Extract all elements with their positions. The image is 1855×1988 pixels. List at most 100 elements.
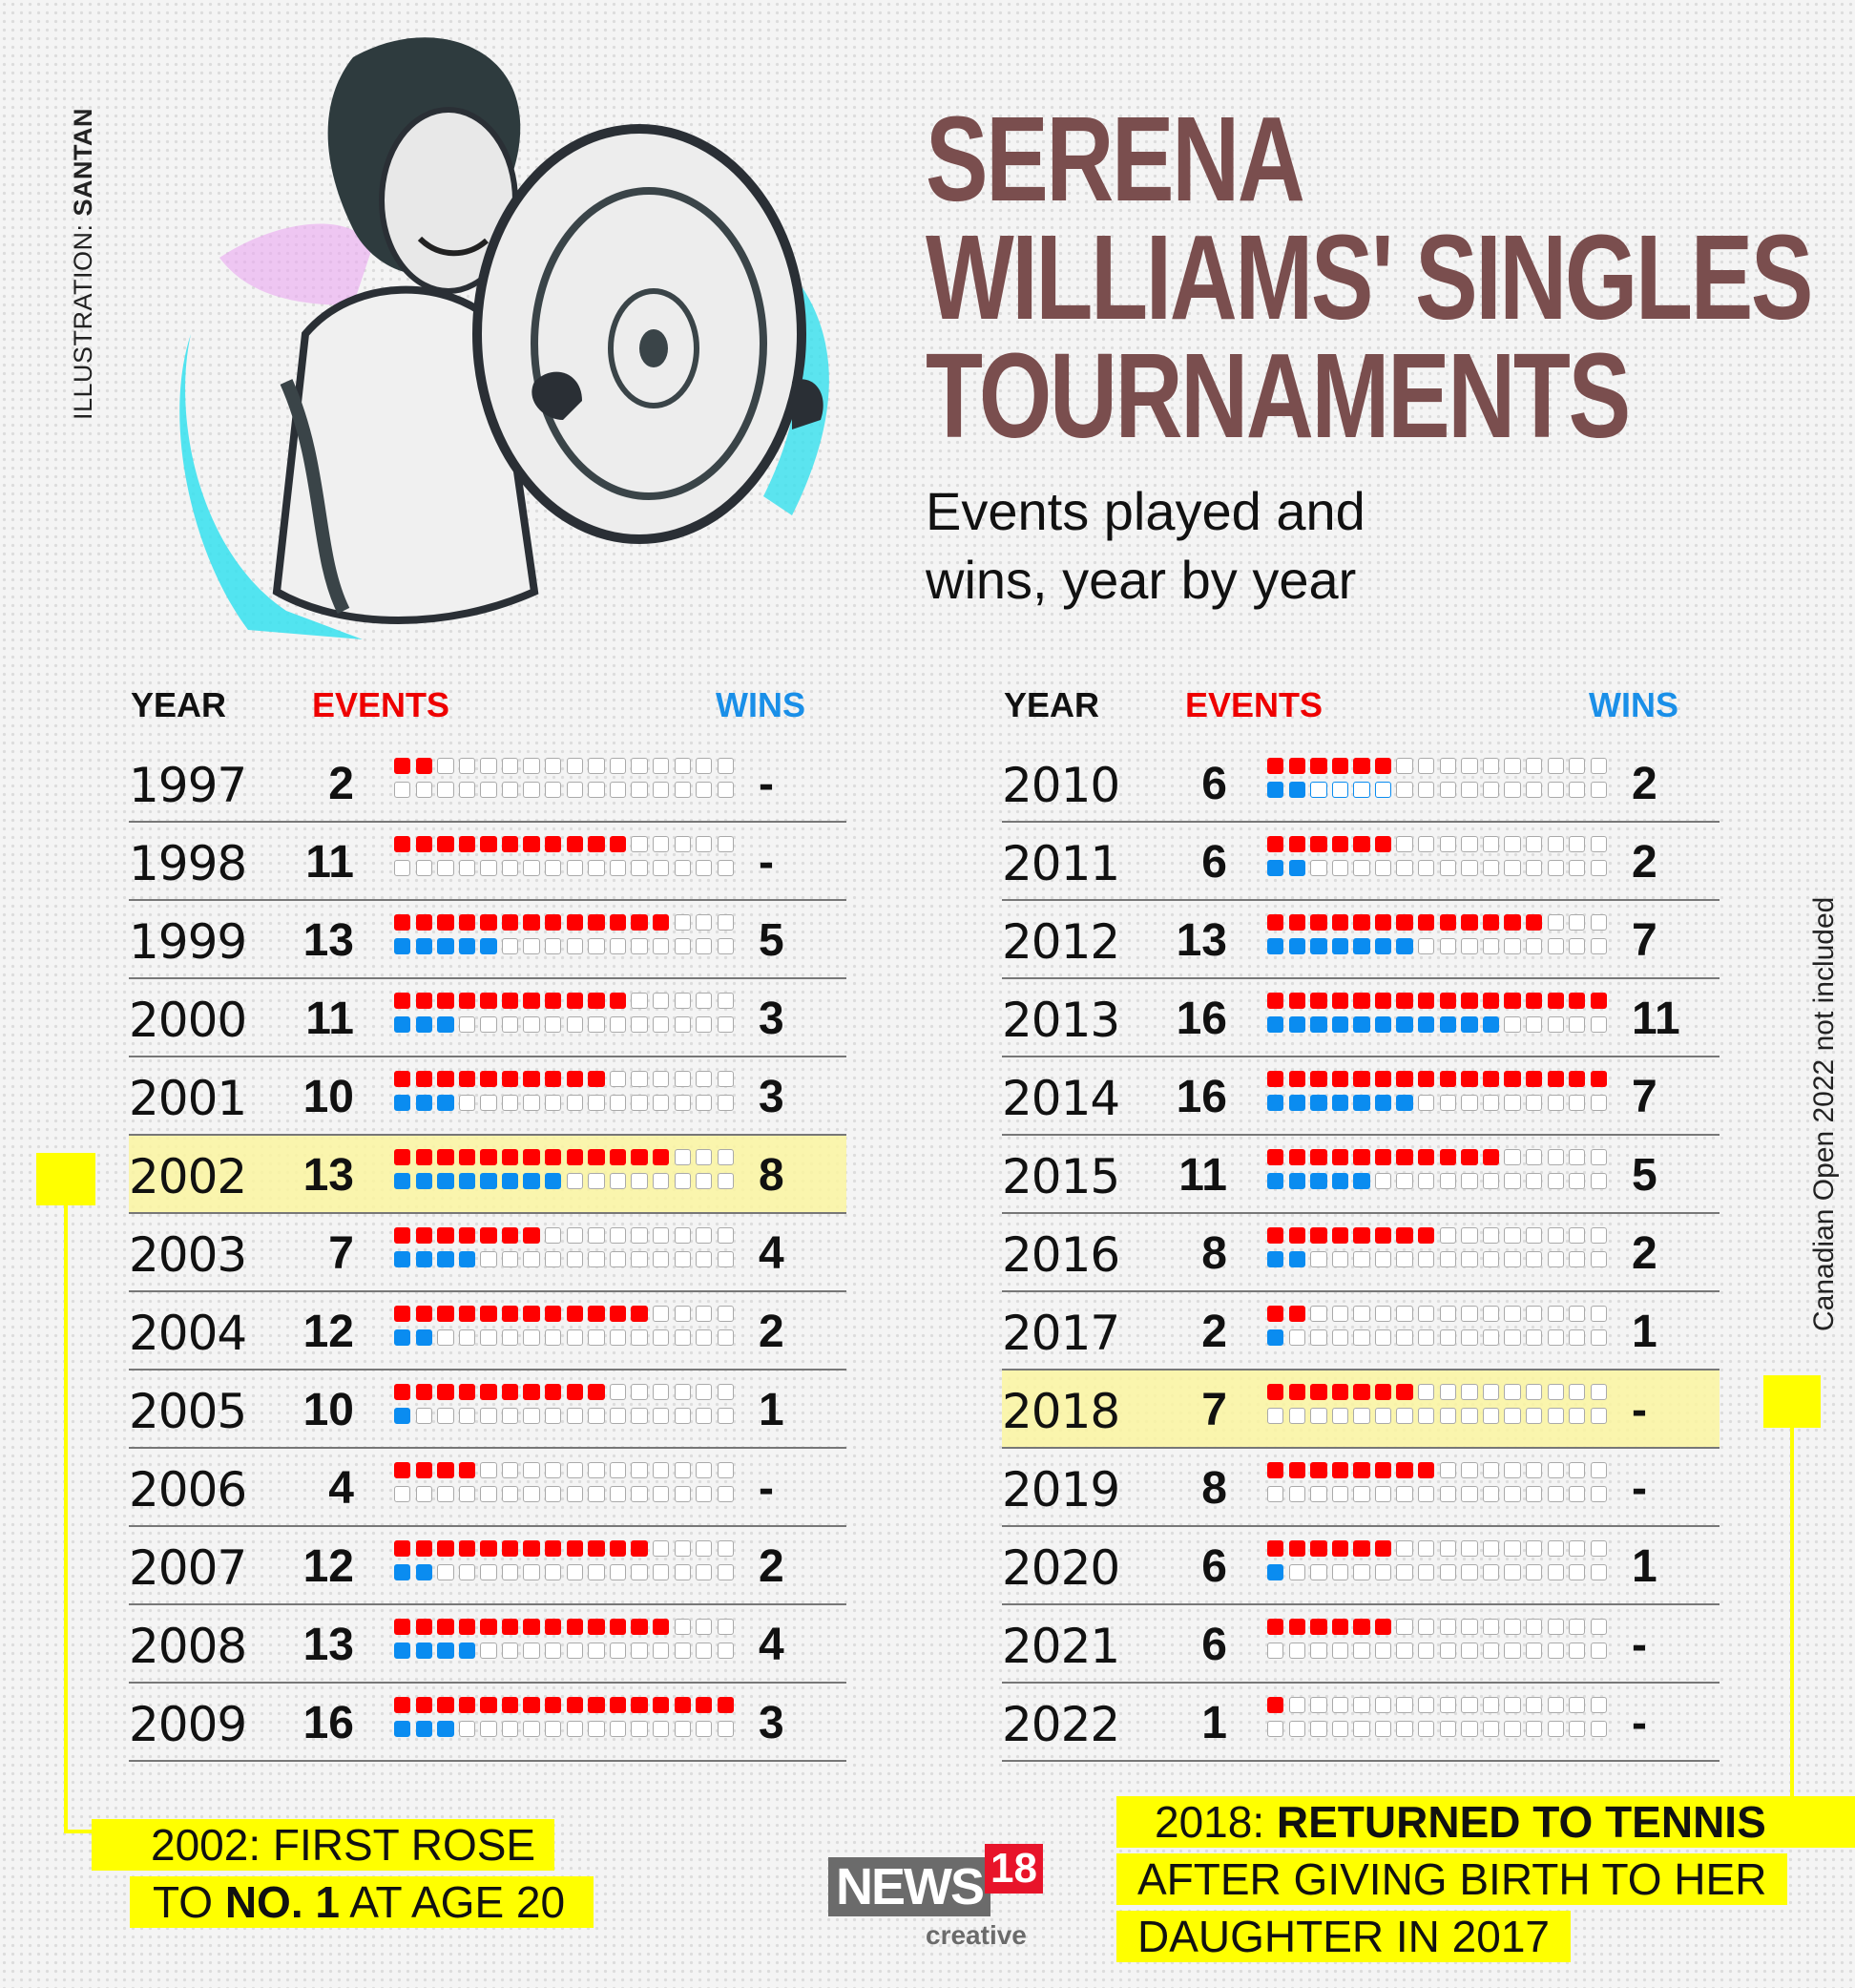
event-square-empty <box>1569 836 1586 852</box>
event-square-empty <box>674 914 691 931</box>
win-square-empty <box>652 860 670 876</box>
win-square-empty <box>717 938 735 954</box>
event-square-filled <box>1331 1227 1349 1244</box>
event-square-filled <box>394 836 411 852</box>
event-square-filled <box>437 1697 454 1713</box>
events-count: 10 <box>302 1072 354 1122</box>
event-square-filled <box>1288 1306 1305 1322</box>
event-square-filled <box>415 993 432 1009</box>
win-square-empty <box>674 1564 691 1580</box>
event-square-empty <box>652 836 670 852</box>
event-square-filled <box>415 1619 432 1635</box>
events-count: 2 <box>1201 1307 1227 1357</box>
table-row: 2003 7 4 <box>129 1214 846 1292</box>
win-square-empty <box>717 860 735 876</box>
win-square-empty <box>458 1564 476 1580</box>
win-square-empty <box>566 1408 584 1424</box>
annotation-line: DAUGHTER IN 2017 <box>1116 1911 1572 1962</box>
win-square-empty <box>674 1173 691 1189</box>
win-square-filled <box>1267 1564 1284 1580</box>
event-square-empty <box>674 1540 691 1557</box>
win-square-empty <box>631 1173 648 1189</box>
event-square-empty <box>1504 1384 1521 1400</box>
event-square-empty <box>674 1306 691 1322</box>
wins-squares <box>394 1016 740 1034</box>
event-square-empty <box>566 1227 584 1244</box>
table-row: 2016 8 2 <box>1002 1214 1720 1292</box>
event-square-empty <box>1590 914 1608 931</box>
wins-count: 11 <box>1632 994 1680 1044</box>
event-square-empty <box>1547 758 1564 774</box>
win-square-empty <box>1396 1173 1413 1189</box>
win-square-empty <box>523 860 540 876</box>
win-square-empty <box>523 938 540 954</box>
square-grid <box>394 1697 740 1745</box>
year-cell: 2017 <box>1002 1306 1120 1361</box>
win-square-empty <box>1439 1643 1457 1659</box>
event-square-filled <box>458 1462 476 1478</box>
event-square-filled <box>1396 914 1413 931</box>
win-square-filled <box>394 1408 411 1424</box>
event-square-empty <box>717 1462 735 1478</box>
annotation-connector-line <box>64 1830 102 1833</box>
table-row: 2009 16 3 <box>129 1684 846 1762</box>
table-row: 2022 1 - <box>1002 1684 1720 1762</box>
event-square-empty <box>1569 1540 1586 1557</box>
event-square-filled <box>501 914 519 931</box>
win-square-empty <box>1525 1173 1543 1189</box>
event-square-empty <box>1461 836 1478 852</box>
table-row: 2004 12 2 <box>129 1292 846 1371</box>
event-square-empty <box>1461 1540 1478 1557</box>
win-square-empty <box>631 1486 648 1502</box>
win-square-empty <box>1331 1643 1349 1659</box>
win-square-empty <box>674 1016 691 1033</box>
win-square-filled <box>394 1016 411 1033</box>
wins-count: 1 <box>759 1385 784 1435</box>
win-square-empty <box>1418 1721 1435 1737</box>
event-square-filled <box>1288 914 1305 931</box>
event-square-filled <box>1353 758 1370 774</box>
wins-squares <box>394 1095 740 1112</box>
win-square-empty <box>566 1095 584 1111</box>
header-year: YEAR <box>131 685 227 724</box>
win-square-filled <box>1288 1173 1305 1189</box>
wins-squares <box>394 1173 740 1190</box>
event-square-filled <box>501 1306 519 1322</box>
event-square-filled <box>1310 1384 1327 1400</box>
event-square-empty <box>674 1619 691 1635</box>
win-square-empty <box>501 1564 519 1580</box>
event-square-empty <box>674 1227 691 1244</box>
win-square-empty <box>674 1408 691 1424</box>
win-square-empty <box>652 1329 670 1346</box>
wins-count: 7 <box>1632 915 1657 966</box>
win-square-empty <box>1439 1486 1457 1502</box>
win-square-empty <box>1525 1095 1543 1111</box>
square-grid <box>1267 1462 1613 1510</box>
event-square-empty <box>696 758 713 774</box>
event-square-empty <box>545 758 562 774</box>
win-square-empty <box>717 1173 735 1189</box>
event-square-filled <box>1310 1149 1327 1165</box>
page-title: SERENA WILLIAMS' SINGLES TOURNAMENTS <box>926 99 1813 456</box>
win-square-empty <box>631 1016 648 1033</box>
win-square-empty <box>631 860 648 876</box>
win-square-empty <box>1418 1408 1435 1424</box>
wins-squares <box>1267 1016 1613 1034</box>
win-square-empty <box>652 1408 670 1424</box>
win-square-empty <box>480 1486 497 1502</box>
event-square-empty <box>696 1540 713 1557</box>
event-square-empty <box>1525 1384 1543 1400</box>
win-square-empty <box>523 782 540 798</box>
event-square-filled <box>480 1540 497 1557</box>
event-square-filled <box>566 1306 584 1322</box>
events-count: 7 <box>328 1228 354 1279</box>
event-square-empty <box>1482 758 1500 774</box>
events-squares <box>394 1540 740 1558</box>
event-square-empty <box>588 758 605 774</box>
win-square-empty <box>1525 1251 1543 1267</box>
win-square-empty <box>1353 1564 1370 1580</box>
events-count: 16 <box>302 1698 354 1748</box>
event-square-filled <box>1439 1149 1457 1165</box>
event-square-filled <box>609 836 627 852</box>
win-square-empty <box>415 782 432 798</box>
